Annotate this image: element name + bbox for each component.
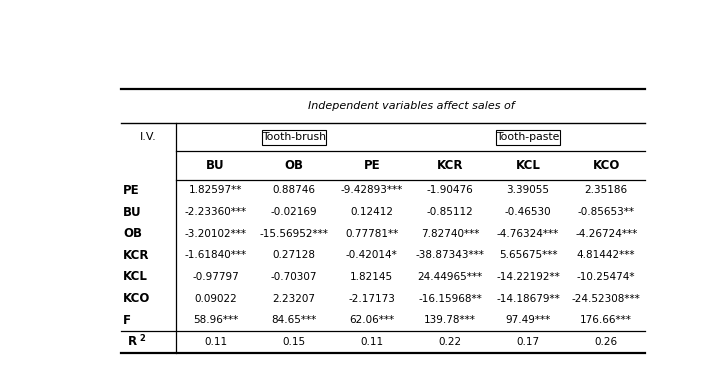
Text: F: F: [123, 314, 131, 327]
Text: Tooth-paste: Tooth-paste: [496, 132, 559, 142]
Text: -0.46530: -0.46530: [505, 207, 552, 217]
Text: 4.81442***: 4.81442***: [577, 250, 635, 260]
Text: 0.26: 0.26: [595, 337, 618, 347]
Bar: [496, 130, 560, 145]
Text: Independent variables affect sales of: Independent variables affect sales of: [307, 101, 514, 111]
Text: KCL: KCL: [123, 271, 148, 283]
Text: -14.22192**: -14.22192**: [496, 272, 560, 282]
Text: 0.77781**: 0.77781**: [345, 229, 398, 239]
Text: 0.11: 0.11: [360, 337, 383, 347]
Text: -0.02169: -0.02169: [270, 207, 317, 217]
Text: 7.82740***: 7.82740***: [420, 229, 479, 239]
Text: -2.17173: -2.17173: [348, 294, 395, 304]
Text: -1.61840***: -1.61840***: [184, 250, 247, 260]
Text: -14.18679**: -14.18679**: [496, 294, 560, 304]
Bar: [261, 130, 325, 145]
Text: -10.25474*: -10.25474*: [577, 272, 635, 282]
Text: KCR: KCR: [436, 159, 463, 172]
Text: Tooth-brush: Tooth-brush: [261, 132, 325, 142]
Text: -4.76324***: -4.76324***: [497, 229, 559, 239]
Text: 0.17: 0.17: [516, 337, 539, 347]
Text: 1.82145: 1.82145: [350, 272, 393, 282]
Text: KCR: KCR: [123, 249, 150, 262]
Text: -24.52308***: -24.52308***: [572, 294, 641, 304]
Text: -0.70307: -0.70307: [271, 272, 317, 282]
Text: 58.96***: 58.96***: [193, 315, 238, 325]
Text: 0.27128: 0.27128: [272, 250, 315, 260]
Text: 0.09022: 0.09022: [194, 294, 237, 304]
Text: 176.66***: 176.66***: [580, 315, 632, 325]
Text: -4.26724***: -4.26724***: [575, 229, 637, 239]
Text: 5.65675***: 5.65675***: [499, 250, 557, 260]
Text: -0.85653**: -0.85653**: [577, 207, 634, 217]
Text: R: R: [127, 335, 137, 348]
Text: -9.42893***: -9.42893***: [341, 186, 403, 196]
Text: BU: BU: [123, 206, 142, 219]
Text: -15.56952***: -15.56952***: [259, 229, 328, 239]
Text: 0.11: 0.11: [204, 337, 227, 347]
Text: PE: PE: [364, 159, 380, 172]
Text: KCO: KCO: [593, 159, 620, 172]
Text: KCL: KCL: [516, 159, 541, 172]
Text: 97.49***: 97.49***: [505, 315, 551, 325]
Text: BU: BU: [206, 159, 225, 172]
Text: -0.97797: -0.97797: [192, 272, 239, 282]
Text: I.V.: I.V.: [140, 132, 157, 142]
Text: -0.85112: -0.85112: [426, 207, 473, 217]
Text: 0.88746: 0.88746: [272, 186, 315, 196]
Text: 24.44965***: 24.44965***: [418, 272, 482, 282]
Text: 0.15: 0.15: [282, 337, 305, 347]
Text: PE: PE: [123, 184, 140, 197]
Text: -2.23360***: -2.23360***: [184, 207, 247, 217]
Text: KCO: KCO: [123, 292, 150, 305]
Text: -0.42014*: -0.42014*: [346, 250, 397, 260]
Text: 84.65***: 84.65***: [271, 315, 316, 325]
Text: -16.15968**: -16.15968**: [418, 294, 482, 304]
Text: 139.78***: 139.78***: [424, 315, 476, 325]
Text: 1.82597**: 1.82597**: [189, 186, 242, 196]
Text: 2.23207: 2.23207: [272, 294, 315, 304]
Text: 2.35186: 2.35186: [585, 186, 628, 196]
Text: 62.06***: 62.06***: [349, 315, 395, 325]
Text: 3.39055: 3.39055: [507, 186, 549, 196]
Text: 0.22: 0.22: [438, 337, 462, 347]
Text: -38.87343***: -38.87343***: [415, 250, 485, 260]
Text: 2: 2: [140, 334, 145, 343]
Text: -3.20102***: -3.20102***: [184, 229, 246, 239]
Text: OB: OB: [123, 227, 142, 240]
Text: OB: OB: [284, 159, 303, 172]
Text: -1.90476: -1.90476: [426, 186, 473, 196]
Text: 0.12412: 0.12412: [351, 207, 393, 217]
